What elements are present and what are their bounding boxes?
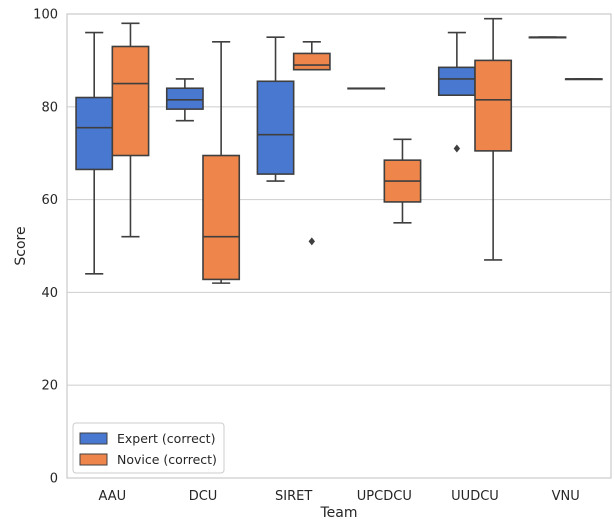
plot-frame bbox=[66, 13, 612, 479]
box-dcu-novice bbox=[202, 41, 241, 284]
y-axis-label: Score bbox=[13, 226, 29, 265]
box-body bbox=[292, 52, 331, 71]
box-vnu-novice bbox=[564, 78, 603, 81]
y-tick-label: 60 bbox=[41, 193, 58, 208]
legend-label-expert: Expert (correct) bbox=[117, 431, 215, 446]
box-siret-novice bbox=[292, 41, 331, 246]
box-uudcu-expert bbox=[437, 31, 476, 153]
legend-label-novice: Novice (correct) bbox=[117, 452, 217, 467]
x-tick-label: SIRET bbox=[275, 489, 312, 504]
boxes bbox=[75, 17, 603, 284]
y-tick-label: 0 bbox=[50, 472, 58, 487]
box-aau-novice bbox=[111, 22, 150, 238]
x-tick-label: UUDCU bbox=[451, 489, 499, 504]
box-uudcu-novice bbox=[474, 17, 513, 261]
y-tick-label: 40 bbox=[41, 286, 58, 301]
box-body bbox=[111, 45, 150, 157]
y-tick-label: 80 bbox=[41, 100, 58, 115]
x-tick-label: UPCDCU bbox=[357, 489, 412, 504]
outlier-point bbox=[308, 237, 315, 246]
y-axis: 0 20 40 60 80 100 bbox=[33, 8, 58, 487]
legend-swatch-novice bbox=[79, 453, 108, 466]
outlier-point bbox=[453, 144, 461, 153]
box-body bbox=[75, 96, 114, 171]
x-tick-label: VNU bbox=[552, 489, 580, 504]
box-vnu-expert bbox=[528, 36, 567, 39]
box-upcdcu-expert bbox=[347, 87, 386, 90]
x-tick-label: AAU bbox=[98, 489, 126, 504]
box-upcdcu-novice bbox=[383, 138, 422, 224]
box-body bbox=[474, 59, 513, 152]
x-axis: AAU DCU SIRET UPCDCU UUDCU VNU bbox=[98, 489, 579, 504]
legend-frame bbox=[72, 422, 225, 474]
box-dcu-expert bbox=[165, 78, 204, 122]
box-body bbox=[202, 154, 241, 281]
box-body bbox=[165, 87, 204, 110]
box-body bbox=[437, 66, 476, 97]
x-axis-label: Team bbox=[319, 505, 357, 519]
legend: Expert (correct) Novice (correct) bbox=[72, 422, 225, 474]
box-siret-expert bbox=[256, 36, 295, 182]
box-aau-expert bbox=[75, 31, 114, 275]
legend-swatch-expert bbox=[79, 432, 108, 445]
y-tick-label: 100 bbox=[33, 8, 58, 23]
y-tick-label: 20 bbox=[41, 379, 58, 394]
x-tick-label: DCU bbox=[189, 489, 218, 504]
box-body bbox=[256, 80, 295, 175]
